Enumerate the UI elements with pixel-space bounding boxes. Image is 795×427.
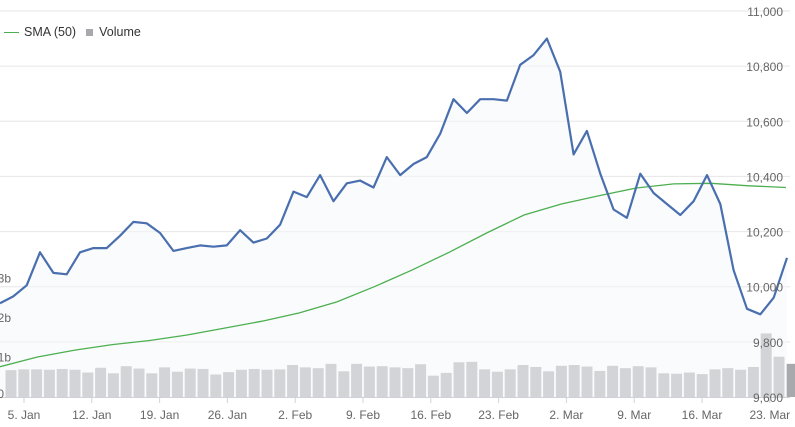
volume-swatch-icon [86, 28, 94, 36]
price-area [0, 38, 787, 397]
legend-item-volume[interactable]: Volume [86, 25, 141, 39]
x-tick-label: 23. Mar [749, 408, 790, 422]
legend: SMA (50) Volume [4, 25, 151, 39]
price-area-fill [0, 38, 787, 397]
x-tick-label: 5. Jan [8, 408, 41, 422]
x-tick-label: 2. Mar [549, 408, 583, 422]
x-tick-label: 23. Feb [478, 408, 519, 422]
y-tick-label: 10,600 [746, 115, 783, 129]
y-tick-label: 9,800 [753, 336, 783, 350]
x-tick-label: 16. Feb [410, 408, 451, 422]
legend-label-sma: SMA (50) [24, 25, 77, 39]
sma-line [0, 182, 787, 368]
legend-item-sma[interactable]: SMA (50) [4, 25, 76, 39]
sma-swatch-icon [4, 31, 19, 33]
volume-tick-label: 1b [0, 351, 11, 365]
sma-line-layer [0, 182, 787, 368]
volume-axis-labels: 1b 2b 3b 0 [0, 272, 11, 402]
x-axis-labels: 5. Jan 12. Jan 19. Jan 26. Jan 2. Feb 9. Feb 1… [8, 398, 790, 422]
x-tick-label: 16. Mar [682, 408, 723, 422]
y-tick-label: 10,800 [746, 60, 783, 74]
volume-tick-label: 0 [0, 387, 4, 401]
y-tick-label: 10,400 [746, 170, 783, 184]
price-line [0, 37, 789, 316]
y-tick-label: 10,000 [746, 281, 783, 295]
x-tick-label: 12. Jan [72, 408, 111, 422]
price-line-layer [0, 37, 789, 316]
volume-bar [786, 363, 795, 397]
volume-tick-label: 2b [0, 311, 11, 325]
x-tick-label: 9. Feb [346, 408, 380, 422]
x-tick-label: 2. Feb [278, 408, 312, 422]
x-tick-label: 26. Jan [208, 408, 247, 422]
y-axis-labels: 9,600 9,800 10,000 10,200 10,400 10,600 10,800… [746, 5, 783, 405]
y-tick-label: 10,200 [746, 226, 783, 240]
volume-tick-label: 3b [0, 272, 11, 286]
x-tick-label: 9. Mar [617, 408, 651, 422]
x-tick-label: 19. Jan [140, 408, 179, 422]
legend-label-volume: Volume [99, 25, 141, 39]
y-tick-label: 9,600 [753, 391, 783, 405]
y-tick-label: 11,000 [747, 5, 783, 19]
